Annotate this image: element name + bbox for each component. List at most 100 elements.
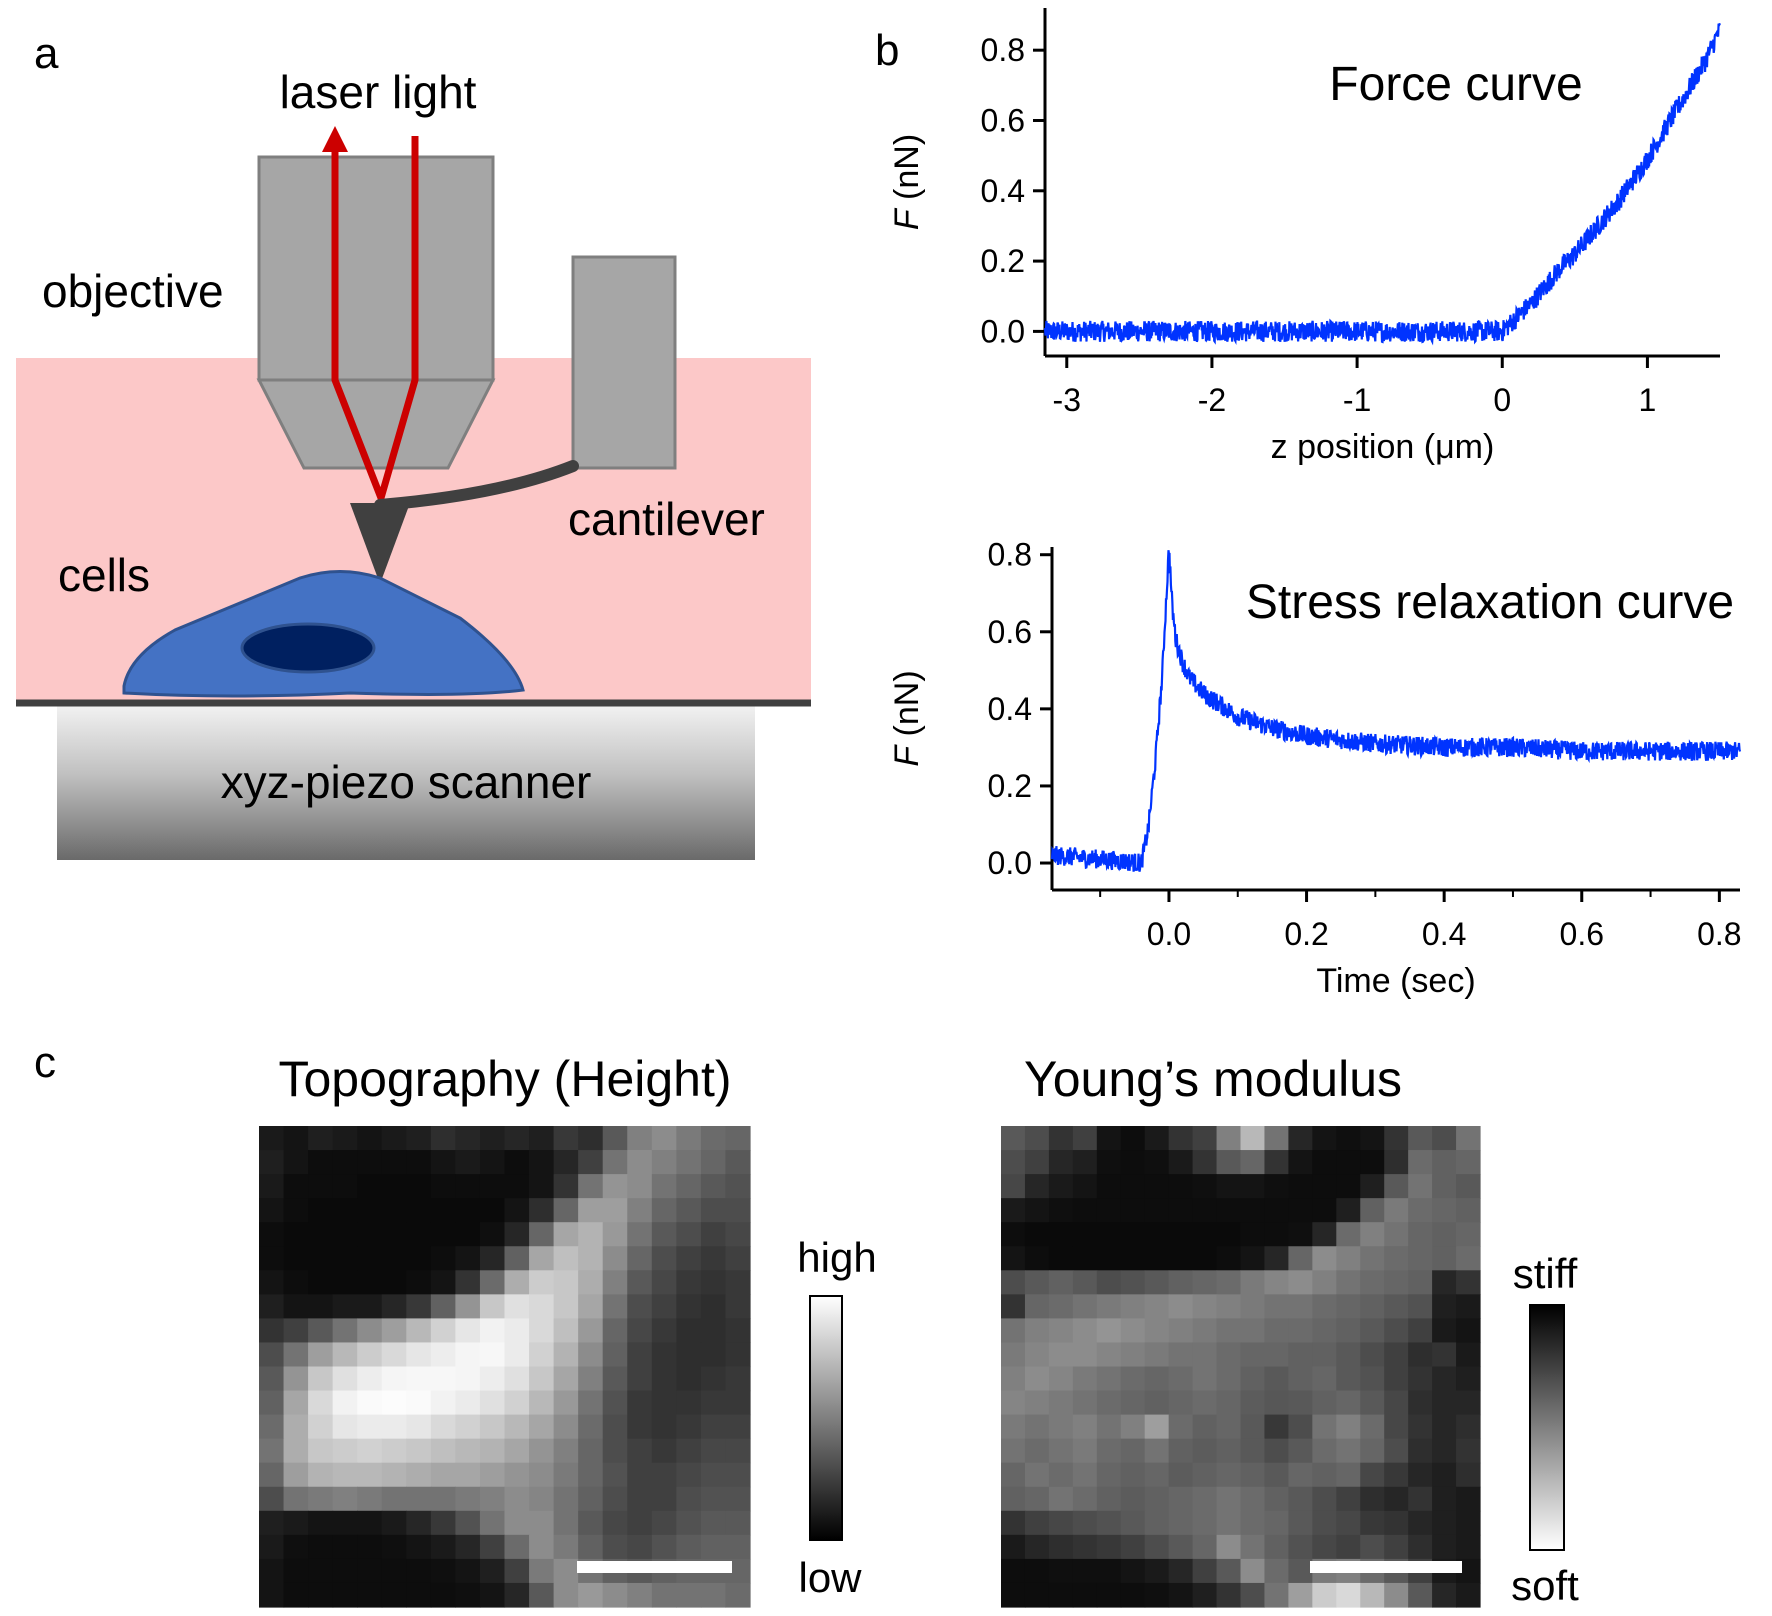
heatmap-cell bbox=[676, 1414, 702, 1440]
heatmap-cell bbox=[504, 1534, 530, 1560]
heatmap-cell bbox=[578, 1150, 604, 1175]
heatmap-cell bbox=[1216, 1294, 1242, 1319]
heatmap-cell bbox=[1240, 1174, 1266, 1199]
heatmap-cell bbox=[357, 1126, 383, 1151]
data-trace bbox=[1050, 550, 1742, 872]
heatmap-cell bbox=[602, 1246, 628, 1271]
heatmap-cell bbox=[1072, 1246, 1098, 1271]
heatmap-cell bbox=[553, 1174, 579, 1199]
heatmap-cell bbox=[1336, 1510, 1361, 1536]
heatmap-cell bbox=[1168, 1342, 1194, 1368]
heatmap-cell bbox=[283, 1198, 309, 1223]
heatmap-cell bbox=[504, 1462, 530, 1488]
heatmap-cell bbox=[1120, 1366, 1146, 1392]
heatmap-cell bbox=[381, 1582, 407, 1608]
heatmap-cell bbox=[504, 1582, 530, 1608]
heatmap-cell bbox=[504, 1222, 530, 1247]
heatmap-cell bbox=[1264, 1198, 1289, 1223]
heatmap-cell bbox=[406, 1318, 432, 1344]
x-axis-label: Time (sec) bbox=[1316, 962, 1475, 1000]
heatmap-cell bbox=[332, 1390, 358, 1416]
heatmap-cell bbox=[1288, 1318, 1313, 1344]
y-tick-label: 0.2 bbox=[981, 243, 1025, 279]
heatmap-cell bbox=[381, 1126, 407, 1151]
heatmap-cell bbox=[553, 1294, 579, 1319]
piezo-scanner-block bbox=[57, 705, 755, 860]
heatmap-cell bbox=[529, 1366, 555, 1392]
heatmap-cell bbox=[1408, 1582, 1433, 1608]
heatmap-cell bbox=[1240, 1438, 1266, 1464]
heatmap-cell bbox=[1336, 1366, 1361, 1392]
heatmap-cell bbox=[1384, 1150, 1409, 1175]
heatmap-cell bbox=[332, 1198, 358, 1223]
heatmap-cell bbox=[627, 1390, 653, 1416]
heatmap-cell bbox=[529, 1222, 555, 1247]
heatmap-cell bbox=[1001, 1222, 1026, 1247]
heatmap-cell bbox=[1336, 1126, 1361, 1151]
heatmap-cell bbox=[1360, 1246, 1385, 1271]
heatmap-cell bbox=[430, 1462, 456, 1488]
y-tick-label: 0.8 bbox=[988, 537, 1032, 573]
heatmap-cell bbox=[553, 1342, 579, 1368]
heatmap-cell bbox=[1120, 1198, 1146, 1223]
chart-title: Stress relaxation curve bbox=[1246, 576, 1734, 629]
heatmap-cell bbox=[259, 1342, 285, 1368]
heatmap-cell bbox=[1408, 1390, 1433, 1416]
heatmap-cell bbox=[529, 1270, 555, 1295]
heatmap-cell bbox=[529, 1534, 555, 1560]
heatmap-cell bbox=[627, 1510, 653, 1536]
heatmap-cell bbox=[1096, 1342, 1122, 1368]
heatmap-cell bbox=[504, 1318, 530, 1344]
panel-label-b: b bbox=[875, 26, 899, 75]
heatmap-cell bbox=[1456, 1126, 1481, 1151]
heatmap-cell bbox=[357, 1342, 383, 1368]
heatmap-cell bbox=[700, 1342, 727, 1368]
heatmap-cell bbox=[455, 1558, 481, 1584]
heatmap-cell bbox=[381, 1174, 407, 1199]
heatmap-cell bbox=[357, 1510, 383, 1536]
heatmap-cell bbox=[1312, 1366, 1337, 1392]
heatmap-cell bbox=[479, 1414, 506, 1440]
heatmap-cell bbox=[578, 1486, 604, 1512]
heatmap-cell bbox=[259, 1198, 285, 1223]
heatmap-cell bbox=[406, 1438, 432, 1464]
heatmap-cell bbox=[651, 1126, 677, 1151]
heatmap-cell bbox=[1048, 1174, 1074, 1199]
heatmap-cell bbox=[479, 1246, 506, 1271]
heatmap-cell bbox=[1456, 1486, 1481, 1512]
heatmap-cell bbox=[1264, 1438, 1289, 1464]
heatmap-cell bbox=[1024, 1438, 1050, 1464]
heatmap-cell bbox=[1048, 1438, 1074, 1464]
heatmap-cell bbox=[1312, 1222, 1337, 1247]
heatmap-cell bbox=[700, 1534, 727, 1560]
topography-map bbox=[259, 1126, 751, 1608]
y-tick-label: 0.6 bbox=[981, 102, 1025, 138]
heatmap-cell bbox=[1048, 1318, 1074, 1344]
heatmap-cell bbox=[700, 1390, 727, 1416]
heatmap-cell bbox=[602, 1510, 628, 1536]
heatmap-cell bbox=[529, 1510, 555, 1536]
heatmap-cell bbox=[1456, 1174, 1481, 1199]
heatmap-cell bbox=[1216, 1150, 1242, 1175]
heatmap-cell bbox=[308, 1126, 334, 1151]
heatmap-cell bbox=[1072, 1366, 1098, 1392]
heatmap-cell bbox=[259, 1534, 285, 1560]
heatmap-cell bbox=[1024, 1558, 1050, 1584]
youngs-modulus-colorbar bbox=[1529, 1304, 1565, 1551]
heatmap-cell bbox=[676, 1510, 702, 1536]
heatmap-cell bbox=[725, 1246, 751, 1271]
heatmap-cell bbox=[259, 1462, 285, 1488]
heatmap-cell bbox=[1216, 1390, 1242, 1416]
x-tick-label: 0.8 bbox=[1697, 916, 1741, 952]
heatmap-cell bbox=[1216, 1270, 1242, 1295]
heatmap-cell bbox=[381, 1486, 407, 1512]
heatmap-cell bbox=[259, 1222, 285, 1247]
heatmap-cell bbox=[1024, 1198, 1050, 1223]
topography-title: Topography (Height) bbox=[278, 1051, 731, 1107]
heatmap-cell bbox=[1312, 1414, 1337, 1440]
cantilever-beam bbox=[374, 460, 579, 511]
heatmap-cell bbox=[1264, 1462, 1289, 1488]
y-tick-label: 0.4 bbox=[981, 173, 1025, 209]
heatmap-cell bbox=[1072, 1582, 1098, 1608]
heatmap-cell bbox=[1096, 1462, 1122, 1488]
